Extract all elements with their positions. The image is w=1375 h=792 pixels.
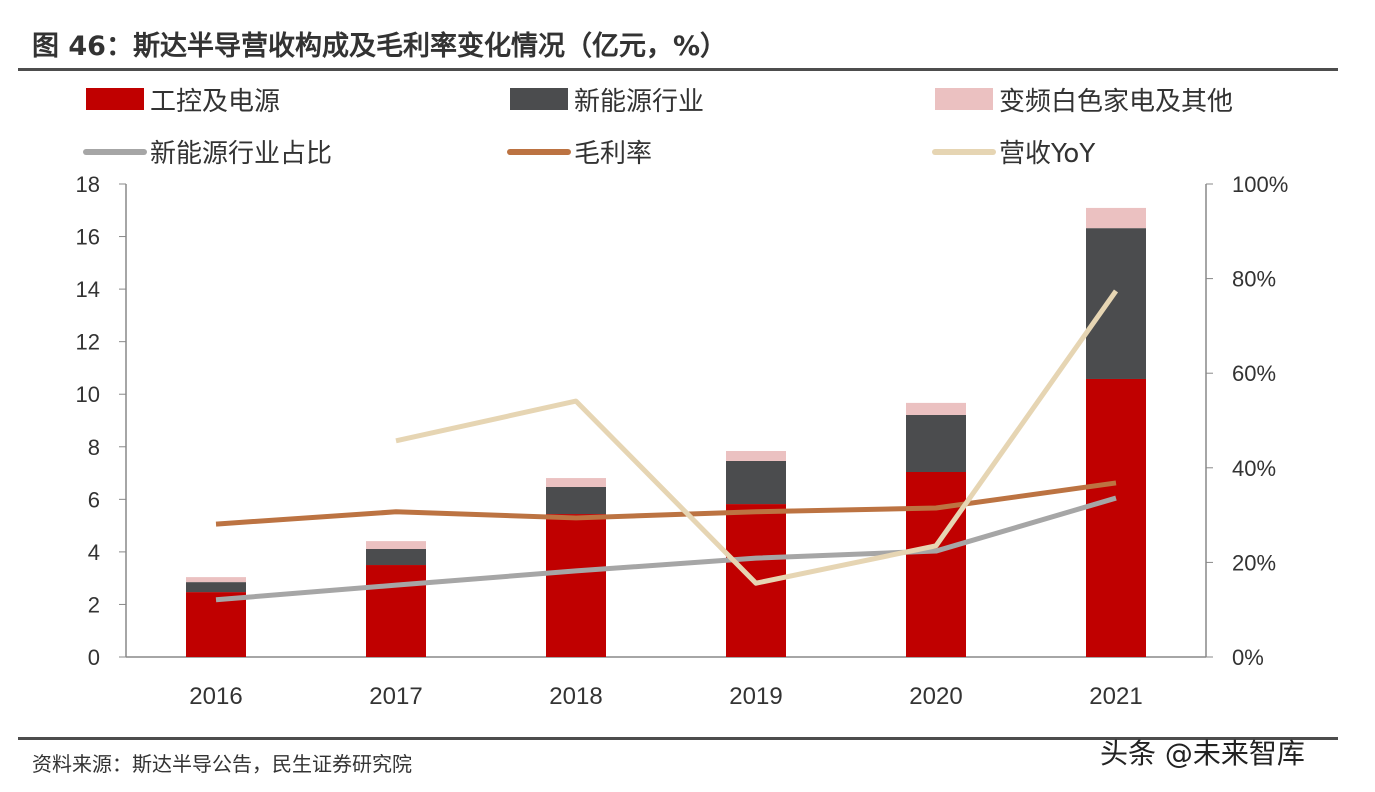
bar-0-2016 <box>186 592 246 657</box>
legend-label: 毛利率 <box>574 139 652 169</box>
left-tick-label: 12 <box>76 330 100 355</box>
bar-1-2017 <box>366 548 426 566</box>
legend-label: 新能源行业 <box>574 87 704 117</box>
watermark: 头条 @未来智库 <box>1100 737 1305 770</box>
left-tick-label: 8 <box>88 435 100 460</box>
left-tick-label: 2 <box>88 592 100 617</box>
legend-label: 新能源行业占比 <box>150 139 332 169</box>
left-tick-label: 16 <box>76 225 100 250</box>
bar-1-2019 <box>726 460 786 505</box>
right-tick-label: 80% <box>1232 267 1276 292</box>
left-tick-label: 18 <box>76 172 100 197</box>
legend-label: 营收YoY <box>999 139 1095 169</box>
line-series-0 <box>215 495 1117 603</box>
bottom-divider <box>18 737 1338 740</box>
bar-2-2020 <box>906 402 966 415</box>
left-tick-label: 0 <box>88 645 100 670</box>
bar-2-2016 <box>186 577 246 583</box>
bar-0-2017 <box>366 565 426 657</box>
bar-1-2016 <box>186 582 246 593</box>
left-tick-label: 4 <box>88 540 100 565</box>
x-tick-label: 2018 <box>549 683 602 710</box>
right-tick-label: 20% <box>1232 550 1276 575</box>
x-tick-label: 2016 <box>189 683 242 710</box>
bar-0-2021 <box>1086 378 1146 657</box>
bar-0-2020 <box>906 472 966 657</box>
bar-2-2017 <box>366 541 426 549</box>
legend-label: 变频白色家电及其他 <box>999 87 1233 117</box>
legend-swatch <box>510 88 568 110</box>
bar-1-2020 <box>906 414 966 473</box>
right-tick-label: 100% <box>1232 172 1288 197</box>
left-tick-label: 10 <box>76 382 100 407</box>
bar-2-2021 <box>1086 207 1146 229</box>
legend-swatch <box>935 88 993 110</box>
x-tick-label: 2017 <box>369 683 422 710</box>
x-tick-label: 2020 <box>909 683 962 710</box>
bar-2-2019 <box>726 450 786 461</box>
right-tick-label: 40% <box>1232 456 1276 481</box>
bar-1-2018 <box>546 486 606 515</box>
right-tick-label: 60% <box>1232 361 1276 386</box>
legend-label: 工控及电源 <box>150 87 280 117</box>
legend-swatch <box>86 88 144 110</box>
bar-1-2021 <box>1086 228 1146 379</box>
top-divider <box>18 68 1338 71</box>
chart-title: 图 46：斯达半导营收构成及毛利率变化情况（亿元，%） <box>32 31 728 62</box>
bar-0-2018 <box>546 514 606 657</box>
bar-2-2018 <box>546 478 606 487</box>
x-tick-label: 2019 <box>729 683 782 710</box>
left-tick-label: 14 <box>76 277 100 302</box>
source-note: 资料来源：斯达半导公告，民生证券研究院 <box>32 752 412 776</box>
right-tick-label: 0% <box>1232 645 1264 670</box>
left-tick-label: 6 <box>88 487 100 512</box>
x-tick-label: 2021 <box>1089 683 1142 710</box>
